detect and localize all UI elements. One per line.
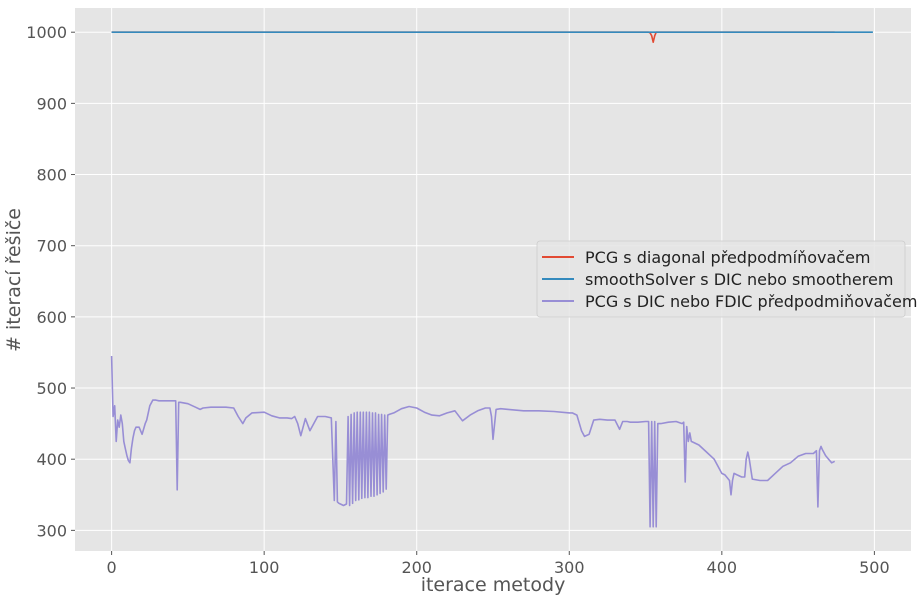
series-line-3 (110, 355, 836, 528)
y-tick-label: 400 (36, 450, 67, 469)
y-tick-label: 900 (36, 94, 67, 113)
x-tick-label: 500 (859, 558, 890, 577)
legend-label: PCG s DIC nebo FDIC předpodmiňovačem (585, 292, 917, 311)
y-tick-label: 700 (36, 237, 67, 256)
legend-label: smoothSolver s DIC nebo smootherem (585, 270, 893, 289)
y-tick-label: 500 (36, 379, 67, 398)
x-tick-label: 300 (554, 558, 585, 577)
y-tick-label: 800 (36, 166, 67, 185)
x-tick-label: 400 (707, 558, 738, 577)
legend-label: PCG s diagonal předpodmíňovačem (585, 248, 871, 267)
y-tick-label: 1000 (26, 23, 67, 42)
series-lines (110, 31, 873, 528)
y-axis-label: # iterací řešiče (3, 208, 25, 352)
y-axis-ticks: 300 400 500 600 700 800 900 1000 (26, 23, 75, 540)
y-tick-label: 600 (36, 308, 67, 327)
x-tick-label: 0 (107, 558, 117, 577)
legend-box (536, 240, 906, 318)
y-tick-label: 300 (36, 521, 67, 540)
x-tick-label: 100 (249, 558, 280, 577)
legend: PCG s diagonal předpodmíňovačem smoothSol… (536, 240, 917, 318)
x-axis-ticks: 0 100 200 300 400 500 (107, 551, 890, 577)
x-tick-label: 200 (401, 558, 432, 577)
x-axis-label: iterace metody (421, 574, 566, 596)
